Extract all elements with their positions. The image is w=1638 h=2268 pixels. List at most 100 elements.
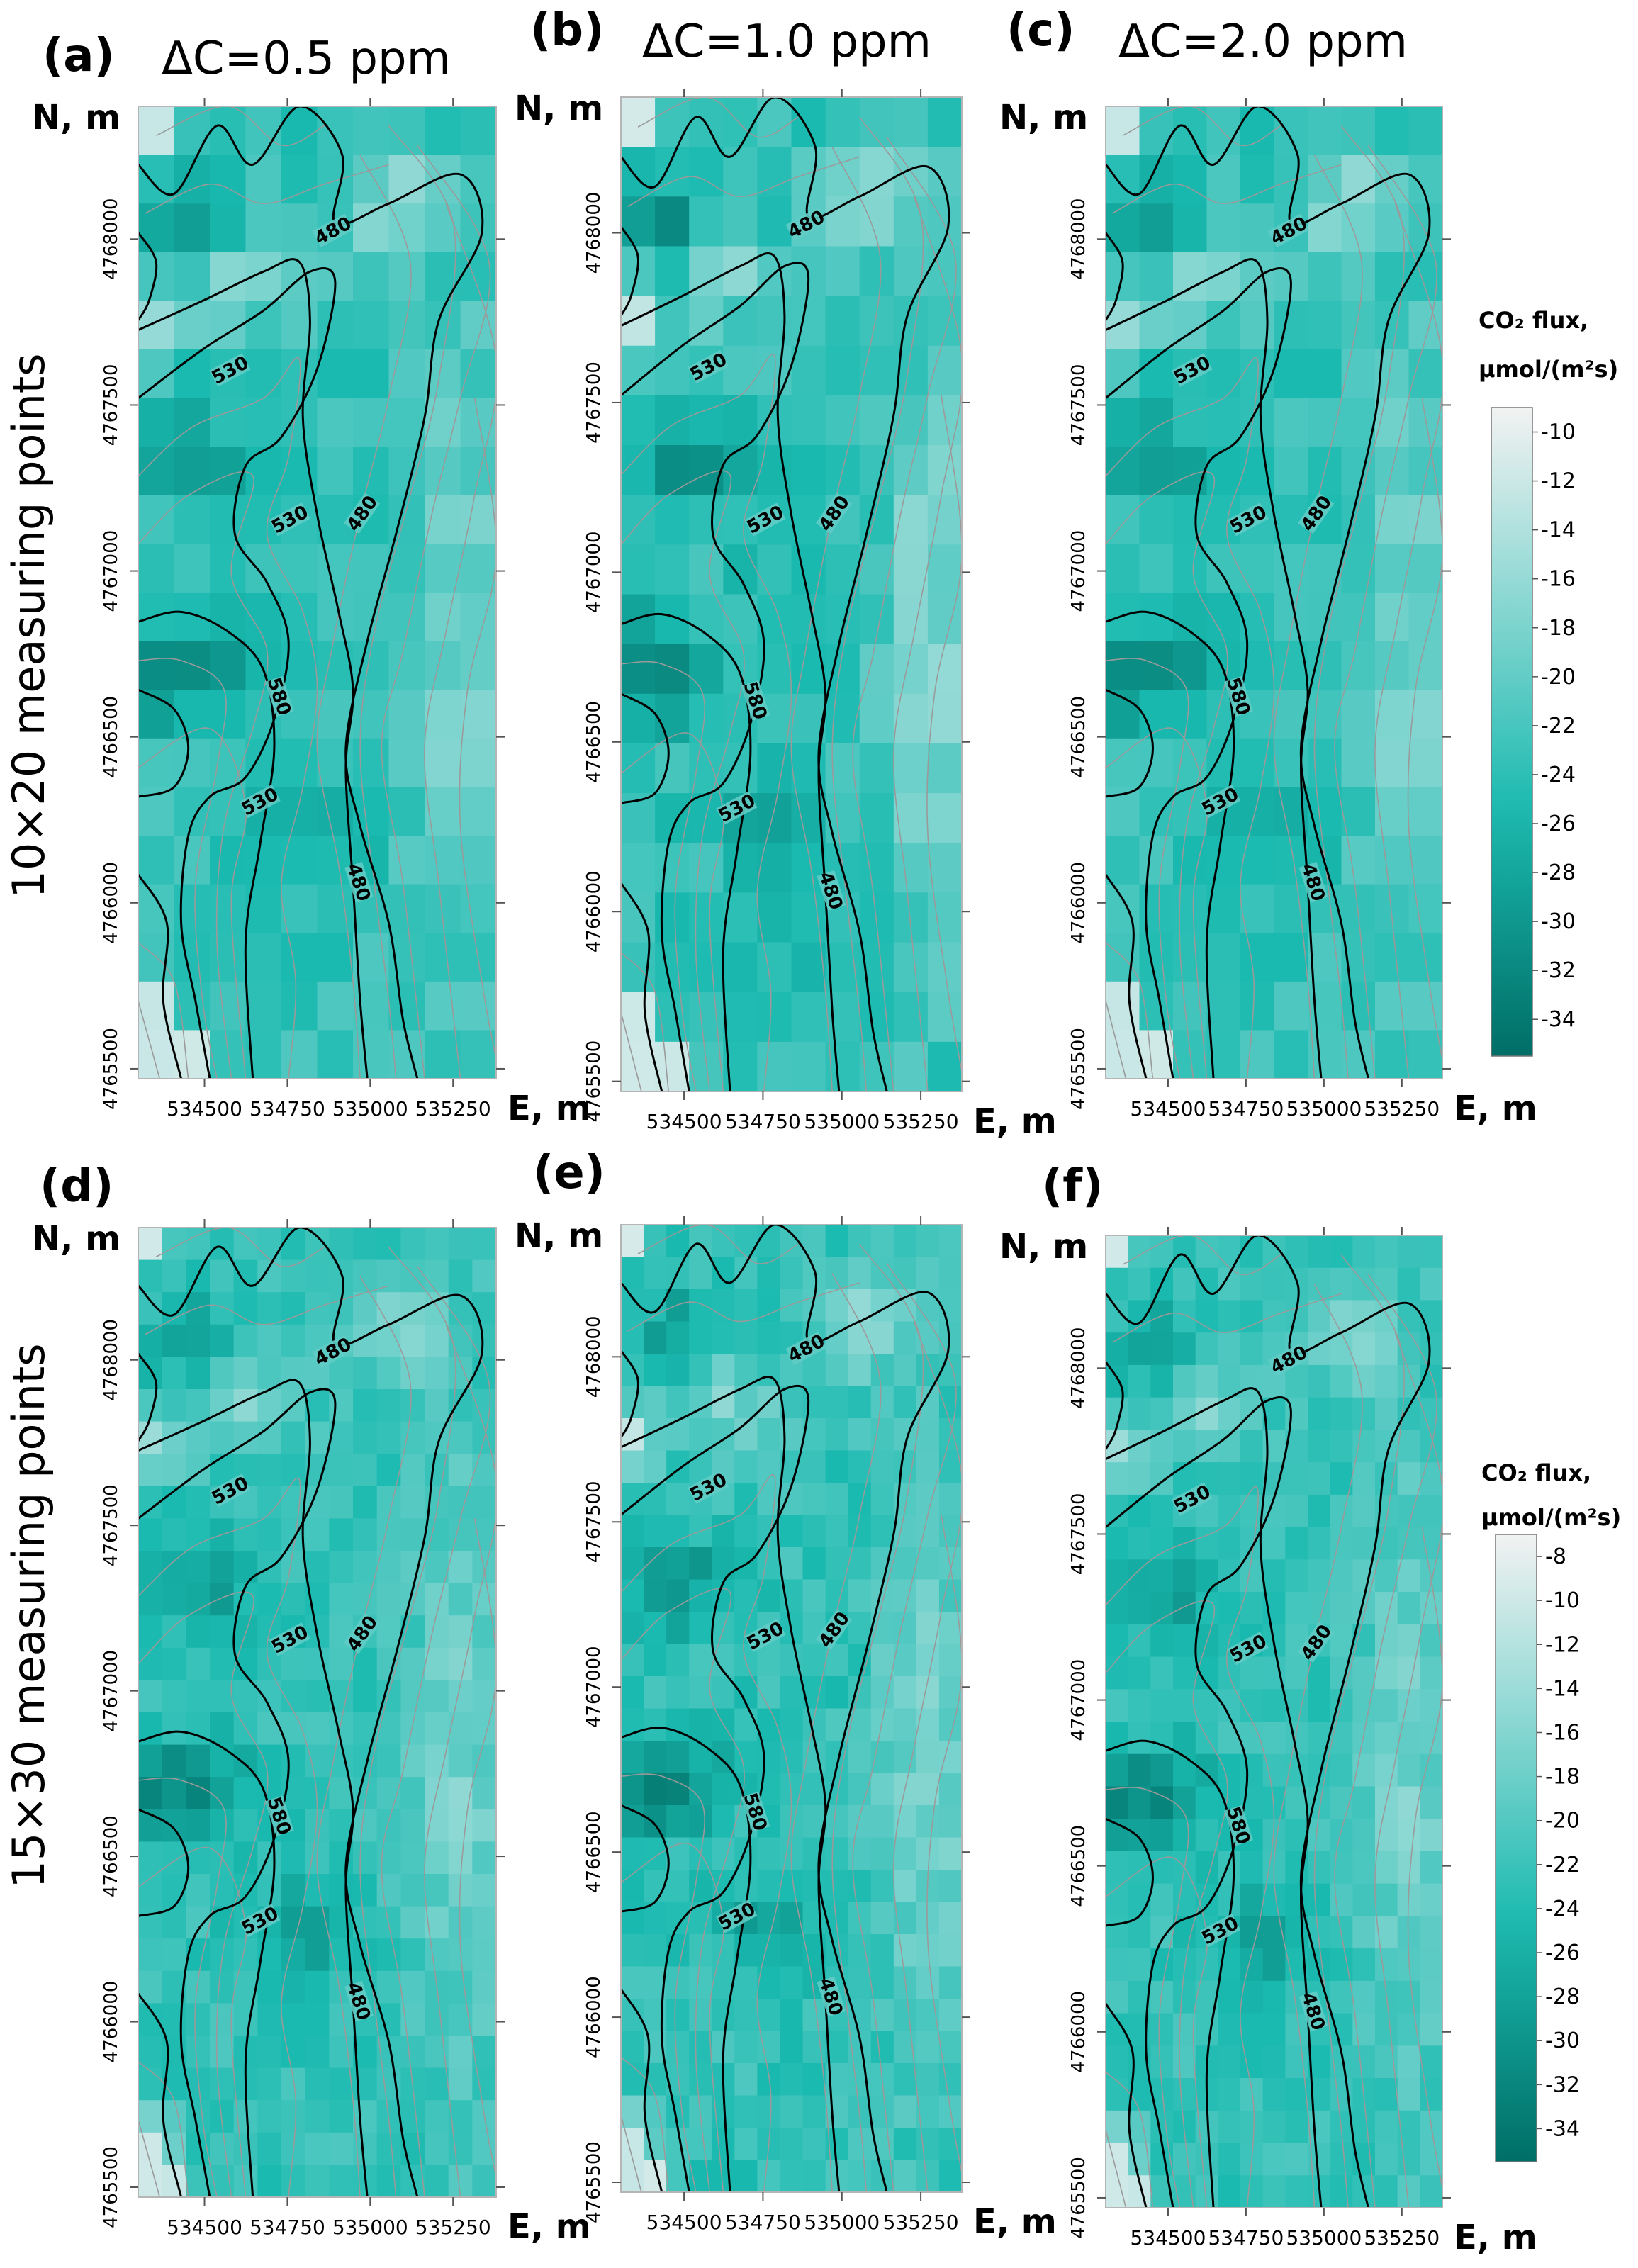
heatmap-cell xyxy=(186,1389,211,1422)
heatmap-cell xyxy=(257,1874,282,1907)
heatmap-cell xyxy=(138,981,175,1031)
contour-minor xyxy=(621,1842,724,2192)
heatmap-cell xyxy=(174,495,211,544)
heatmap-cell xyxy=(1173,1819,1196,1852)
heatmap-cell xyxy=(1106,1559,1129,1593)
heatmap-cell xyxy=(186,1938,211,1972)
heatmap-cell xyxy=(162,1357,186,1390)
heatmap-cell xyxy=(138,1551,163,1584)
heatmap-cell xyxy=(162,1712,186,1746)
contour-major xyxy=(621,97,950,1091)
heatmap-cell xyxy=(1106,1656,1129,1690)
colorbar-tick-label: -10 xyxy=(1541,420,1576,445)
heatmap-cell xyxy=(1262,2175,1286,2208)
heatmap-cell xyxy=(1285,1494,1308,1528)
heatmap-cell xyxy=(448,2067,473,2101)
contour-minor xyxy=(621,470,745,1091)
contour-label-bg xyxy=(312,213,354,247)
x-tick-label: 534750 xyxy=(725,1110,801,1133)
heatmap-cells xyxy=(1106,106,1442,1079)
heatmap-cell xyxy=(916,2031,940,2064)
heatmap-cell xyxy=(281,836,318,885)
heatmap-cell xyxy=(425,1874,449,1907)
heatmap-cell xyxy=(689,1805,712,1838)
y-tick-label: 4765500 xyxy=(583,1040,605,1123)
heatmap-cell xyxy=(916,1257,940,1290)
panel-f: (f) xyxy=(1042,1160,1103,1213)
heatmap-cell xyxy=(780,1741,804,1774)
heatmap-cell xyxy=(938,1902,962,1935)
heatmap-cell xyxy=(400,2003,425,2036)
heatmap-cell xyxy=(210,1938,235,1972)
heatmap-cell xyxy=(1397,2045,1420,2079)
heatmap-cell xyxy=(916,1547,940,1581)
heatmap-cell xyxy=(376,1906,401,1939)
heatmap-cell xyxy=(305,1259,330,1293)
heatmap-cell xyxy=(281,884,318,933)
heatmap-cell xyxy=(281,787,318,836)
heatmap-cell xyxy=(353,2100,378,2133)
contour-minor xyxy=(459,1518,496,2178)
heatmap-cell xyxy=(1308,787,1342,836)
y-tick-label: 4765500 xyxy=(101,1028,122,1110)
heatmap-cell xyxy=(281,106,318,156)
heatmap-cell xyxy=(1195,1819,1218,1852)
heatmap-cell xyxy=(329,1518,354,1551)
heatmap-cell xyxy=(1330,1883,1353,1916)
heatmap-cell xyxy=(1397,1300,1420,1333)
colorbar-tick-label: -34 xyxy=(1545,2116,1580,2141)
heatmap-cell xyxy=(329,1357,354,1390)
heatmap-cell xyxy=(186,2003,211,2036)
heatmap-cell xyxy=(644,1354,667,1387)
heatmap-cell xyxy=(460,252,496,301)
heatmap-cell xyxy=(1341,884,1376,933)
y-tick-label: 4766000 xyxy=(583,870,605,953)
heatmap-cell xyxy=(257,1518,282,1551)
contour-label-bg xyxy=(343,493,381,534)
heatmap-cell xyxy=(329,1906,354,1939)
heatmap-cell xyxy=(859,345,894,396)
heatmap-cell xyxy=(376,1712,401,1746)
contour-minor xyxy=(145,1285,389,1335)
heatmap-cell xyxy=(1420,2013,1442,2046)
heatmap-cell xyxy=(1106,1786,1129,1819)
contour-label-bg xyxy=(209,1473,251,1508)
heatmap-cell xyxy=(655,544,690,595)
heatmap-cell xyxy=(1285,1364,1308,1398)
heatmap-cell xyxy=(376,2132,401,2165)
heatmap-cell xyxy=(1218,1397,1241,1430)
heatmap-cell xyxy=(1330,2013,1353,2046)
heatmap-cell xyxy=(353,738,390,787)
heatmap-cell xyxy=(329,2165,354,2197)
contour-label-bg xyxy=(1171,1482,1213,1516)
heatmap-cell xyxy=(848,1515,872,1548)
heatmap-cell xyxy=(1106,1462,1129,1495)
heatmap-cell xyxy=(1408,106,1442,156)
heatmap-cell xyxy=(644,1773,667,1806)
heatmap-cell xyxy=(388,349,425,399)
heatmap-cell xyxy=(1173,1722,1196,1755)
heatmap-cell xyxy=(174,301,211,350)
heatmap-cell xyxy=(400,1938,425,1972)
heatmap-cell xyxy=(1173,2013,1196,2046)
x-tick-label: 534500 xyxy=(646,2211,722,2234)
heatmap-cell xyxy=(927,246,962,297)
heatmap-cell xyxy=(1240,2013,1264,2046)
heatmap-cell xyxy=(666,1676,690,1710)
heatmap-cell xyxy=(425,787,461,836)
heatmap-cell xyxy=(938,1837,962,1870)
contour-minor xyxy=(831,1243,924,2192)
heatmap-cell xyxy=(870,1902,894,1935)
heatmap-cell xyxy=(305,1551,330,1584)
y-tick-label: 4766500 xyxy=(101,1815,122,1897)
contour-minor xyxy=(1334,145,1437,1079)
heatmap-cell xyxy=(893,1579,917,1612)
contour-minor xyxy=(138,942,189,1079)
heatmap-cell xyxy=(257,1970,282,2004)
heatmap-cell xyxy=(472,2003,496,2036)
colorbar-tick-label: -32 xyxy=(1541,958,1576,983)
heatmap-cell xyxy=(893,1999,917,2032)
heatmap-cell xyxy=(1106,1300,1129,1333)
heatmap-cell xyxy=(210,544,247,593)
heatmap-cell xyxy=(621,1515,644,1548)
